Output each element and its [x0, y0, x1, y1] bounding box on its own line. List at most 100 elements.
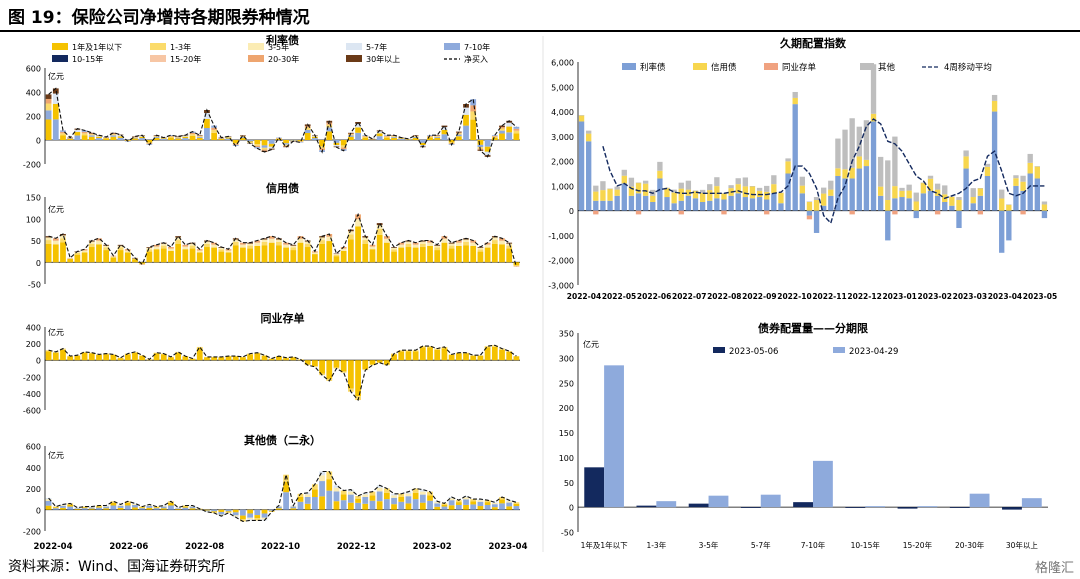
- bar-segment: [175, 236, 182, 238]
- bar-segment: [283, 140, 289, 144]
- bar-segment: [139, 264, 146, 265]
- bar-segment: [276, 138, 282, 140]
- bar-segment: [484, 500, 491, 503]
- bar-segment: [362, 237, 369, 241]
- bar-segment: [196, 135, 203, 137]
- bar-segment: [110, 135, 117, 137]
- bar-segment: [225, 137, 232, 139]
- bar-segment: [463, 499, 469, 505]
- bar-segment: [506, 242, 513, 244]
- bar-segment: [196, 252, 203, 263]
- bar-segment: [362, 494, 369, 497]
- bar-segment: [196, 250, 203, 253]
- bar-segment: [756, 197, 763, 211]
- bar-segment: [247, 245, 253, 249]
- bar-segment: [218, 509, 225, 512]
- bar-segment: [455, 133, 462, 135]
- bar-segment: [870, 121, 877, 211]
- bar-segment: [398, 501, 405, 510]
- bar-segment: [218, 138, 225, 139]
- bar-segment: [499, 349, 505, 361]
- bar-segment: [685, 180, 692, 190]
- bar-segment: [247, 248, 253, 263]
- bar-segment: [977, 195, 984, 211]
- bar-segment: [362, 360, 369, 370]
- bar-segment: [52, 88, 59, 94]
- x-tick-label: 2022-12: [337, 542, 376, 552]
- bar-segment: [999, 198, 1005, 211]
- bar-segment: [117, 244, 124, 246]
- bar-segment: [600, 200, 606, 211]
- legend-swatch: [150, 55, 166, 62]
- bar-segment: [326, 360, 333, 379]
- bar-segment: [405, 247, 412, 263]
- legend-swatch: [52, 55, 68, 62]
- bar-segment: [189, 508, 196, 510]
- bar-segment: [455, 504, 462, 510]
- bar-segment: [412, 136, 419, 138]
- bar-segment: [74, 509, 81, 510]
- bar-segment: [405, 139, 412, 140]
- bar-segment: [160, 505, 167, 507]
- bar-segment: [168, 505, 174, 510]
- bar-segment: [391, 247, 397, 250]
- bar-segment: [806, 201, 813, 202]
- bar-segment: [383, 488, 390, 493]
- bar-segment: [405, 496, 412, 504]
- bar-segment: [491, 237, 498, 241]
- bar-segment: [463, 241, 469, 246]
- bar-segment: [813, 197, 820, 201]
- bar-segment: [692, 190, 699, 192]
- bar-segment: [261, 245, 268, 263]
- bar-segment: [355, 502, 361, 510]
- bar-segment: [491, 502, 498, 504]
- bar-segment: [254, 509, 261, 516]
- legend-label: 15-20年: [170, 54, 201, 64]
- bar-segment: [276, 239, 282, 242]
- bar-segment: [240, 357, 246, 361]
- bar-segment: [806, 210, 813, 216]
- bar-segment: [45, 94, 52, 99]
- bar-segment: [949, 196, 955, 206]
- bar-segment: [885, 160, 891, 201]
- bar-segment: [117, 250, 124, 263]
- bar-segment: [340, 248, 347, 251]
- bar-segment: [391, 135, 397, 137]
- bar-segment: [218, 251, 225, 263]
- bar-segment: [355, 127, 361, 133]
- bar-segment: [304, 360, 311, 365]
- bar-segment: [463, 245, 469, 263]
- bar-segment: [153, 136, 160, 137]
- bar-segment: [182, 138, 189, 140]
- bar-segment: [182, 506, 189, 508]
- bar-segment: [347, 239, 354, 263]
- bar-segment: [491, 136, 498, 138]
- bar-segment: [81, 252, 88, 263]
- legend-label: 2023-04-29: [849, 347, 898, 357]
- bar-segment: [340, 490, 347, 495]
- x-tick-label: 20-30年: [955, 540, 985, 550]
- bar-segment: [764, 210, 770, 215]
- bar-segment: [714, 177, 720, 187]
- bar-segment: [52, 508, 59, 510]
- bar-segment: [970, 197, 976, 204]
- y-tick-label: 400: [26, 324, 41, 333]
- bar-segment: [312, 252, 318, 255]
- bar-segment: [182, 244, 189, 247]
- bar-segment: [268, 358, 275, 361]
- bar-segment: [499, 133, 505, 140]
- y-tick-label: 6,000: [551, 59, 574, 68]
- legend-label: 其他: [878, 62, 896, 73]
- bar-segment: [132, 503, 138, 505]
- y-tick-label: 300: [559, 354, 574, 363]
- unit-label: 亿元: [583, 339, 599, 349]
- bar-segment: [139, 508, 146, 510]
- bar-segment: [355, 123, 361, 128]
- bar-segment: [614, 186, 620, 190]
- bar-segment: [211, 247, 218, 263]
- bar-segment: [650, 195, 656, 202]
- y-tick-label: 600: [26, 65, 41, 74]
- bar-segment: [405, 351, 412, 361]
- bar-segment: [391, 354, 397, 361]
